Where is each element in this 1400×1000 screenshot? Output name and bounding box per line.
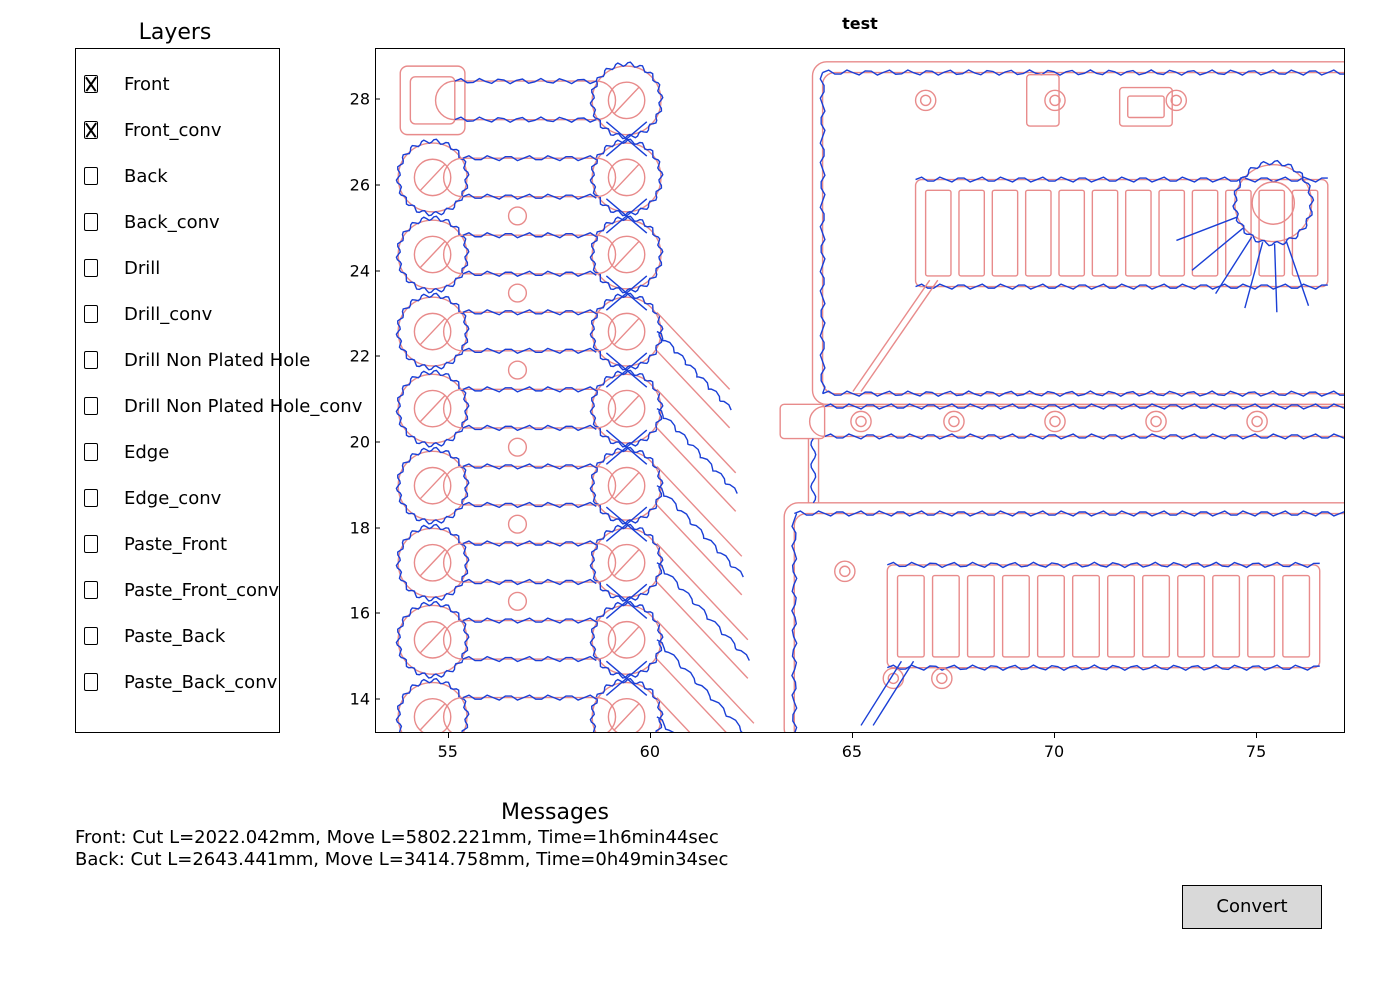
ytick-mark — [375, 270, 380, 271]
layer-row[interactable]: Drill Non Plated Hole_conv — [76, 383, 279, 429]
ytick-mark — [375, 99, 380, 100]
pcb-plot-svg — [376, 49, 1345, 733]
messages-body: Front: Cut L=2022.042mm, Move L=5802.221… — [75, 827, 728, 871]
layer-row[interactable]: Back — [76, 153, 279, 199]
layer-row[interactable]: Edge — [76, 429, 279, 475]
ytick-label: 28 — [330, 90, 370, 109]
xtick-label: 55 — [438, 742, 458, 761]
xtick-mark — [1054, 733, 1055, 738]
plot-title: test — [375, 14, 1345, 33]
layer-row[interactable]: Paste_Back — [76, 613, 279, 659]
layer-label: Drill Non Plated Hole_conv — [124, 396, 362, 417]
layer-checkbox[interactable] — [84, 581, 98, 599]
layer-checkbox[interactable] — [84, 673, 98, 691]
layer-checkbox[interactable] — [84, 351, 98, 369]
xtick-label: 65 — [842, 742, 862, 761]
layer-label: Back_conv — [124, 212, 220, 233]
ytick-mark — [375, 613, 380, 614]
xtick-mark — [448, 733, 449, 738]
xtick-mark — [650, 733, 651, 738]
convert-button[interactable]: Convert — [1182, 885, 1322, 929]
layer-checkbox[interactable] — [84, 489, 98, 507]
layer-row[interactable]: Paste_Front_conv — [76, 567, 279, 613]
layer-label: Back — [124, 166, 168, 187]
layer-label: Paste_Back_conv — [124, 672, 277, 693]
ytick-mark — [375, 698, 380, 699]
layer-row[interactable]: Drill — [76, 245, 279, 291]
layer-checkbox[interactable] — [84, 305, 98, 323]
xtick-label: 75 — [1246, 742, 1266, 761]
layer-checkbox[interactable] — [84, 443, 98, 461]
layers-title: Layers — [75, 20, 275, 45]
layer-label: Drill_conv — [124, 304, 212, 325]
layer-checkbox[interactable] — [84, 627, 98, 645]
layer-checkbox[interactable] — [84, 259, 98, 277]
layer-row[interactable]: Front_conv — [76, 107, 279, 153]
layer-checkbox[interactable] — [84, 167, 98, 185]
ytick-label: 20 — [330, 432, 370, 451]
ytick-label: 26 — [330, 176, 370, 195]
layer-row[interactable]: Drill Non Plated Hole — [76, 337, 279, 383]
layer-label: Front — [124, 74, 170, 95]
layer-row[interactable]: Back_conv — [76, 199, 279, 245]
ytick-label: 24 — [330, 261, 370, 280]
xtick-mark — [852, 733, 853, 738]
layer-checkbox[interactable] — [84, 397, 98, 415]
ytick-label: 18 — [330, 518, 370, 537]
ytick-mark — [375, 441, 380, 442]
ytick-label: 22 — [330, 347, 370, 366]
layer-label: Paste_Front — [124, 534, 227, 555]
ytick-mark — [375, 527, 380, 528]
layer-row[interactable]: Edge_conv — [76, 475, 279, 521]
ytick-label: 16 — [330, 604, 370, 623]
layer-label: Drill — [124, 258, 160, 279]
layer-row[interactable]: Paste_Front — [76, 521, 279, 567]
layer-row[interactable]: Front — [76, 61, 279, 107]
layer-label: Edge_conv — [124, 488, 221, 509]
layer-label: Edge — [124, 442, 169, 463]
layer-label: Drill Non Plated Hole — [124, 350, 310, 371]
plot-area[interactable] — [375, 48, 1345, 733]
layer-label: Paste_Front_conv — [124, 580, 279, 601]
layer-checkbox[interactable] — [84, 213, 98, 231]
xtick-label: 60 — [640, 742, 660, 761]
layer-checkbox[interactable] — [84, 121, 98, 139]
layer-checkbox[interactable] — [84, 535, 98, 553]
ytick-mark — [375, 185, 380, 186]
layers-panel: Front Front_conv Back Back_conv Drill Drill_c… — [75, 48, 280, 733]
ytick-label: 14 — [330, 689, 370, 708]
layer-row[interactable]: Paste_Back_conv — [76, 659, 279, 705]
xtick-mark — [1256, 733, 1257, 738]
ytick-mark — [375, 356, 380, 357]
xtick-label: 70 — [1044, 742, 1064, 761]
layer-checkbox[interactable] — [84, 75, 98, 93]
layer-label: Front_conv — [124, 120, 222, 141]
layer-label: Paste_Back — [124, 626, 225, 647]
layer-row[interactable]: Drill_conv — [76, 291, 279, 337]
messages-title: Messages — [75, 800, 1035, 825]
